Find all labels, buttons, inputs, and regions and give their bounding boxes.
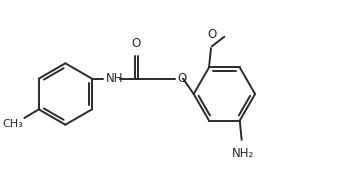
Text: CH₃: CH₃	[3, 119, 24, 129]
Text: O: O	[131, 37, 141, 50]
Text: O: O	[177, 72, 186, 85]
Text: O: O	[207, 29, 217, 42]
Text: NH: NH	[106, 72, 123, 85]
Text: NH₂: NH₂	[231, 146, 254, 159]
